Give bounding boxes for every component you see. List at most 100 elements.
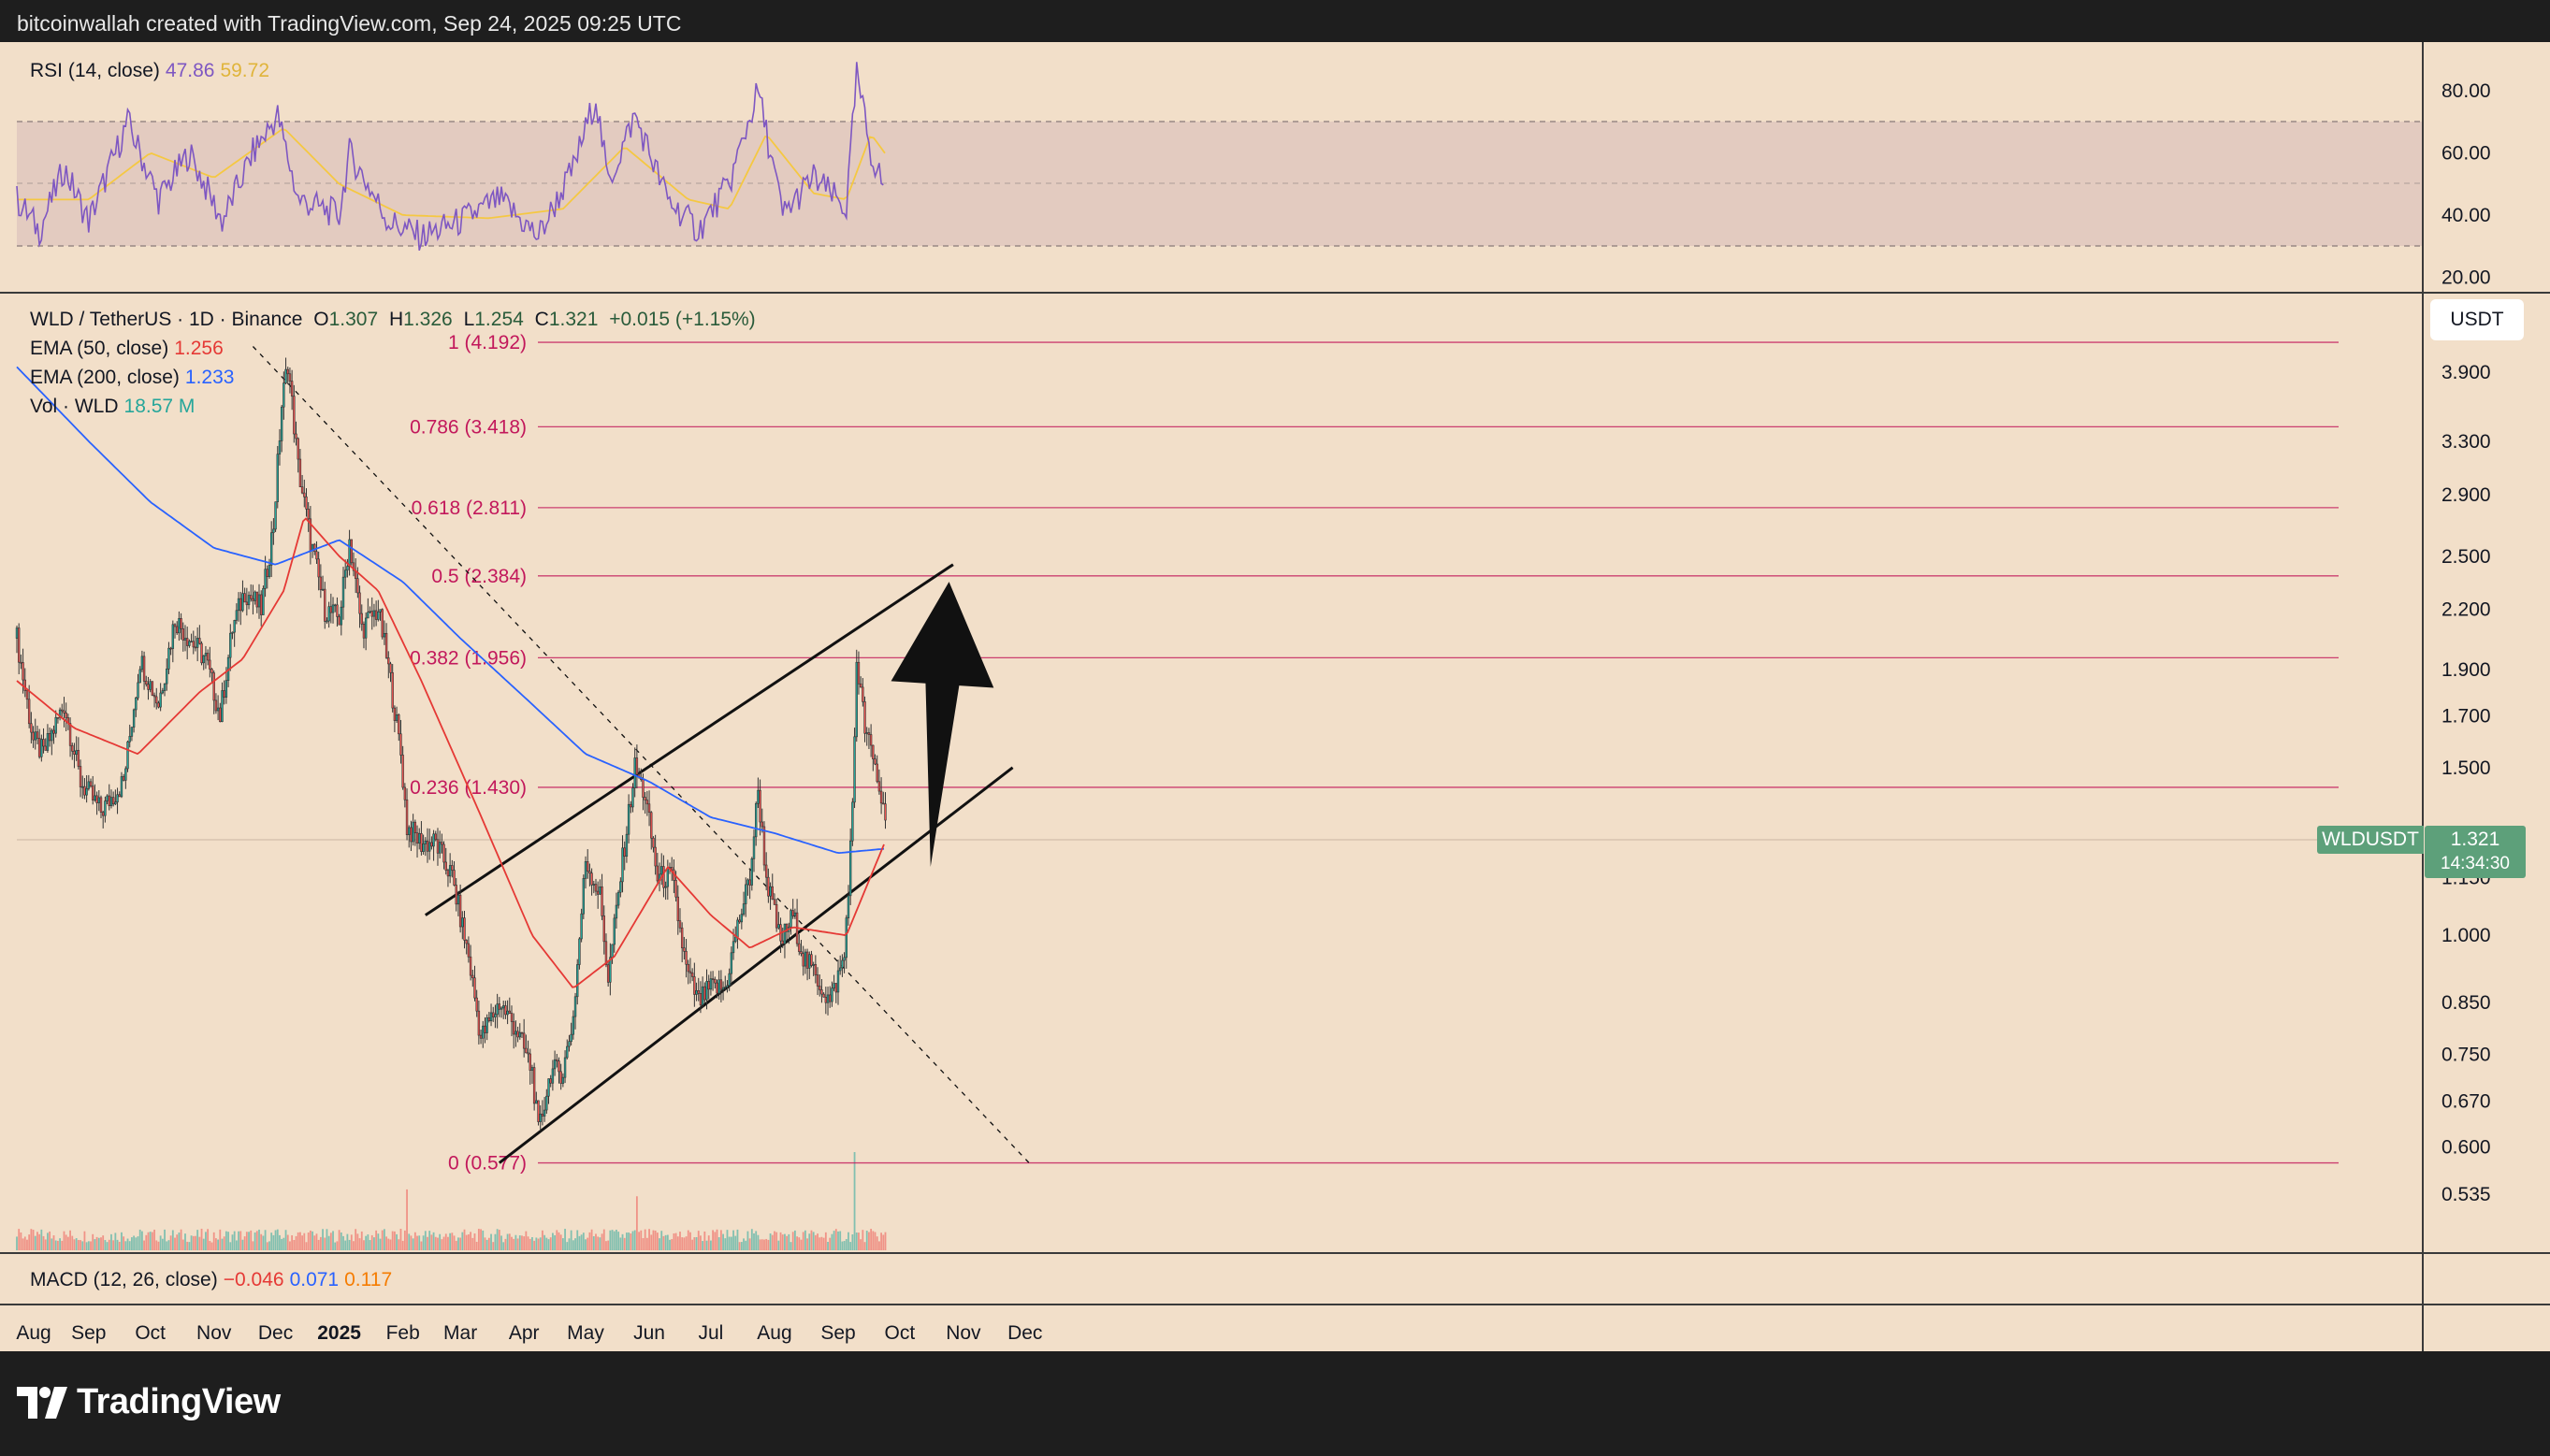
volume-bar bbox=[221, 1238, 224, 1250]
candle-body bbox=[63, 710, 65, 714]
candle-body bbox=[183, 638, 187, 641]
tradingview-logo[interactable]: TradingView bbox=[17, 1382, 281, 1422]
volume-bar bbox=[138, 1229, 141, 1250]
volume-bar bbox=[95, 1236, 98, 1250]
volume-bar bbox=[746, 1231, 749, 1250]
volume-bar bbox=[133, 1235, 136, 1250]
volume-bar bbox=[353, 1241, 355, 1250]
volume-bar bbox=[274, 1230, 277, 1250]
candle-body bbox=[680, 927, 684, 948]
candle-body bbox=[255, 591, 259, 608]
volume-bar bbox=[601, 1233, 603, 1250]
volume-bar bbox=[212, 1232, 215, 1250]
volume-bar bbox=[18, 1229, 21, 1250]
candle-body bbox=[171, 624, 175, 649]
price-axis-label: 2.200 bbox=[2441, 598, 2491, 620]
macd-legend[interactable]: MACD (12, 26, close) −0.046 0.071 0.117 bbox=[30, 1269, 398, 1291]
volume-bar bbox=[396, 1233, 398, 1250]
volume-bar bbox=[255, 1231, 258, 1250]
candle-body bbox=[303, 492, 306, 497]
candle-body bbox=[635, 757, 639, 775]
candle-body bbox=[42, 739, 45, 747]
volume-bar bbox=[159, 1235, 162, 1250]
candle-body bbox=[587, 861, 589, 872]
volume-bar bbox=[106, 1242, 109, 1250]
volume-bar bbox=[542, 1230, 543, 1250]
volume-bar bbox=[266, 1242, 268, 1250]
volume-bar bbox=[81, 1241, 84, 1250]
candle-body bbox=[819, 986, 821, 990]
volume-legend[interactable]: Vol · WLD 18.57 M bbox=[30, 396, 200, 418]
candle-body bbox=[508, 1010, 512, 1014]
volume-bar bbox=[705, 1240, 708, 1250]
candle-body bbox=[48, 733, 51, 742]
candle-body bbox=[257, 594, 261, 608]
candle-body bbox=[307, 509, 310, 520]
volume-bar bbox=[312, 1231, 313, 1250]
candle-body bbox=[151, 681, 154, 696]
candle-body bbox=[106, 795, 109, 801]
candle-body bbox=[500, 1007, 503, 1010]
volume-bar bbox=[410, 1235, 413, 1250]
candle-body bbox=[118, 794, 121, 798]
volume-bar bbox=[547, 1239, 550, 1250]
time-axis[interactable]: Aug Sep Oct Nov Dec 2025 Feb Mar Apr May Jun Jul Aug… bbox=[16, 1322, 1042, 1344]
candle-body bbox=[104, 800, 107, 816]
candle-body bbox=[808, 954, 811, 969]
volume-bar bbox=[299, 1232, 301, 1250]
volume-bar bbox=[23, 1236, 26, 1250]
candle-body bbox=[155, 696, 158, 704]
candle-body bbox=[298, 458, 302, 487]
candle-body bbox=[543, 1109, 546, 1117]
candle-body bbox=[848, 840, 852, 897]
candle-body bbox=[192, 641, 195, 648]
candle-body bbox=[266, 569, 268, 577]
volume-bar bbox=[759, 1239, 761, 1250]
candle-body bbox=[582, 878, 586, 915]
volume-bar bbox=[276, 1229, 279, 1250]
volume-bar bbox=[853, 1152, 856, 1250]
candle-body bbox=[79, 766, 82, 787]
rsi-legend[interactable]: RSI (14, close) 47.86 59.72 bbox=[30, 60, 275, 82]
ema200-legend[interactable]: EMA (200, close) 1.233 bbox=[30, 367, 239, 389]
volume-bar bbox=[765, 1238, 768, 1250]
volume-bar bbox=[851, 1233, 854, 1250]
candle-body bbox=[399, 733, 402, 756]
candle-body bbox=[295, 433, 297, 440]
rsi-value: 47.86 bbox=[165, 60, 215, 81]
projection-arrow[interactable] bbox=[891, 582, 994, 867]
time-axis-label: Oct bbox=[135, 1322, 166, 1344]
volume-bar bbox=[447, 1236, 449, 1250]
volume-bar bbox=[671, 1239, 674, 1250]
high-value: 1.326 bbox=[403, 309, 453, 330]
volume-bar bbox=[375, 1230, 378, 1250]
volume-bar bbox=[166, 1241, 168, 1250]
volume-bar bbox=[748, 1238, 751, 1250]
volume-bar bbox=[123, 1236, 125, 1250]
candle-body bbox=[444, 861, 447, 871]
candle-body bbox=[15, 627, 19, 639]
volume-bar bbox=[356, 1233, 359, 1250]
volume-bar bbox=[652, 1230, 655, 1250]
trendline-channel-lower bbox=[498, 766, 1014, 1164]
candle-body bbox=[584, 861, 587, 879]
volume-bar bbox=[184, 1233, 186, 1250]
candle-body bbox=[377, 611, 380, 620]
price-axis-label: 3.300 bbox=[2441, 431, 2491, 453]
candle-body bbox=[340, 606, 343, 626]
candle-body bbox=[212, 672, 215, 701]
volume-bar bbox=[719, 1230, 722, 1250]
candle-body bbox=[83, 786, 86, 796]
candle-body bbox=[94, 795, 96, 800]
volume-bar bbox=[786, 1235, 789, 1250]
symbol-legend[interactable]: WLD / TetherUS · 1D · Binance O1.307 H1.… bbox=[30, 309, 767, 331]
ema50-legend[interactable]: EMA (50, close) 1.256 bbox=[30, 338, 229, 360]
tradingview-logo-icon bbox=[17, 1386, 67, 1419]
candle-body bbox=[176, 626, 179, 634]
rsi-axis[interactable]: 80.00 60.00 40.00 20.00 bbox=[2441, 80, 2491, 289]
candle-body bbox=[619, 881, 622, 893]
currency-button[interactable]: USDT bbox=[2430, 299, 2524, 340]
volume-bar bbox=[656, 1233, 659, 1250]
volume-bar bbox=[313, 1235, 316, 1250]
